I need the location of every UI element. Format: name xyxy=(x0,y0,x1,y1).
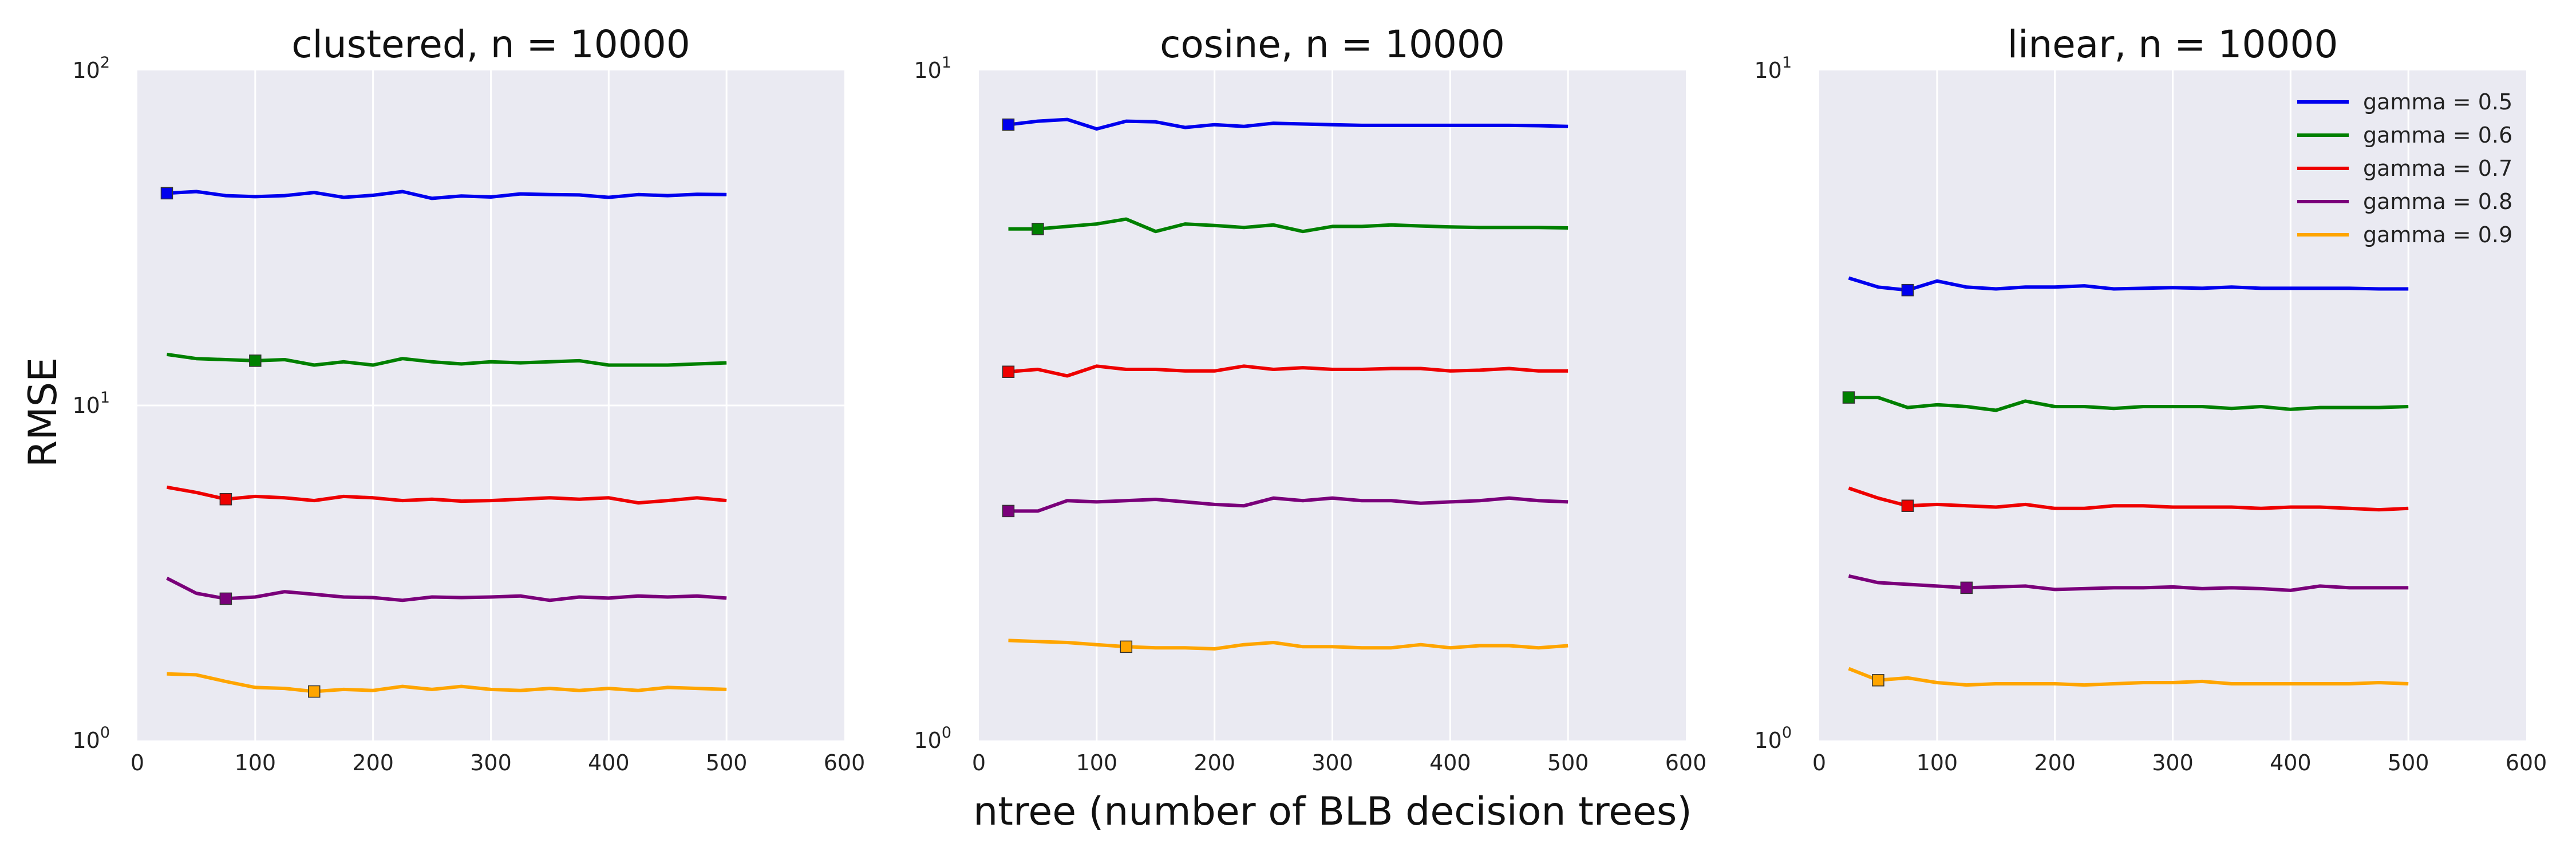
series-line xyxy=(166,485,727,505)
series-line xyxy=(1008,496,1568,513)
x-tick-label: 100 xyxy=(1076,750,1118,775)
x-tick-label: 200 xyxy=(2034,750,2076,775)
series-line xyxy=(1848,486,2409,512)
y-axis-label: RMSE xyxy=(21,357,66,467)
series-marker xyxy=(1960,581,1973,594)
series-line xyxy=(167,672,727,693)
x-tick-label: 200 xyxy=(1194,750,1235,775)
series-marker xyxy=(1120,640,1133,653)
series-marker xyxy=(1842,391,1855,404)
series-marker xyxy=(1032,223,1044,235)
x-tick-label: 400 xyxy=(1429,750,1471,775)
x-tick-label: 0 xyxy=(1812,750,1826,775)
y-tick-label: 101 xyxy=(914,54,951,83)
x-tick-label: 200 xyxy=(352,750,394,775)
series-marker xyxy=(308,685,321,698)
series-line xyxy=(1008,117,1568,131)
x-tick-label: 500 xyxy=(1547,750,1589,775)
x-tick-label: 300 xyxy=(1311,750,1353,775)
x-tick-label: 0 xyxy=(972,750,986,775)
x-tick-label: 600 xyxy=(1665,750,1707,775)
x-tick-label: 400 xyxy=(2270,750,2312,775)
x-tick-label: 500 xyxy=(2388,750,2429,775)
x-tick-label: 100 xyxy=(235,750,276,775)
y-tick-label: 100 xyxy=(72,724,110,753)
chart-panels: clustered, n = 10000 0 100 200 300 400 500 600 1… xyxy=(72,22,2547,775)
x-tick-label: 400 xyxy=(588,750,630,775)
series-marker xyxy=(160,187,173,200)
legend-entry: gamma = 0.5 xyxy=(2363,89,2512,115)
series-line xyxy=(1848,667,2409,687)
chart-title: linear, n = 10000 xyxy=(2008,22,2338,66)
series-marker xyxy=(1002,505,1015,518)
legend-entry: gamma = 0.7 xyxy=(2363,156,2512,181)
x-tick-label: 500 xyxy=(706,750,748,775)
y-tick-label: 100 xyxy=(1754,724,1792,753)
chart-panel: linear, n = 10000 0 100 200 300 400 500 600 100 1… xyxy=(1754,22,2547,775)
series-line xyxy=(1848,276,2409,292)
x-axis-label: ntree (number of BLB decision trees) xyxy=(973,789,1692,834)
series-line xyxy=(1008,639,1568,651)
x-tick-label: 100 xyxy=(1917,750,1958,775)
chart-title: clustered, n = 10000 xyxy=(291,22,690,66)
x-tick-label: 300 xyxy=(470,750,512,775)
legend-entry: gamma = 0.9 xyxy=(2363,222,2512,247)
chart-panel: clustered, n = 10000 0 100 200 300 400 500 600 1… xyxy=(72,22,865,775)
series-line xyxy=(166,577,727,602)
x-tick-label: 600 xyxy=(824,750,866,775)
series-marker xyxy=(219,492,232,506)
x-tick-label: 600 xyxy=(2506,750,2547,775)
series-marker xyxy=(249,354,262,367)
legend-entry: gamma = 0.6 xyxy=(2363,123,2512,148)
y-tick-label: 102 xyxy=(72,54,110,83)
series-line xyxy=(1848,574,2409,592)
chart-title: cosine, n = 10000 xyxy=(1160,22,1505,66)
x-tick-label: 300 xyxy=(2152,750,2194,775)
series-marker xyxy=(1002,365,1015,378)
legend: gamma = 0.5 gamma = 0.6 gamma = 0.7 gamma =… xyxy=(2297,89,2512,247)
y-tick-label: 101 xyxy=(1754,54,1792,83)
series-line xyxy=(1008,217,1568,234)
legend-entry: gamma = 0.8 xyxy=(2363,189,2512,214)
series-line xyxy=(1848,396,2409,412)
series-marker xyxy=(1901,499,1914,512)
series-marker xyxy=(1872,674,1884,687)
series-marker xyxy=(219,592,232,605)
y-tick-label: 101 xyxy=(72,389,110,418)
series-marker xyxy=(1002,118,1015,131)
y-tick-label: 100 xyxy=(914,724,951,753)
x-tick-label: 0 xyxy=(131,750,144,775)
series-marker xyxy=(1901,283,1914,297)
chart-panel: cosine, n = 10000 0 100 200 300 400 500 600 100 1… xyxy=(914,22,1706,775)
series-line xyxy=(1008,364,1568,378)
series-line xyxy=(167,190,727,200)
